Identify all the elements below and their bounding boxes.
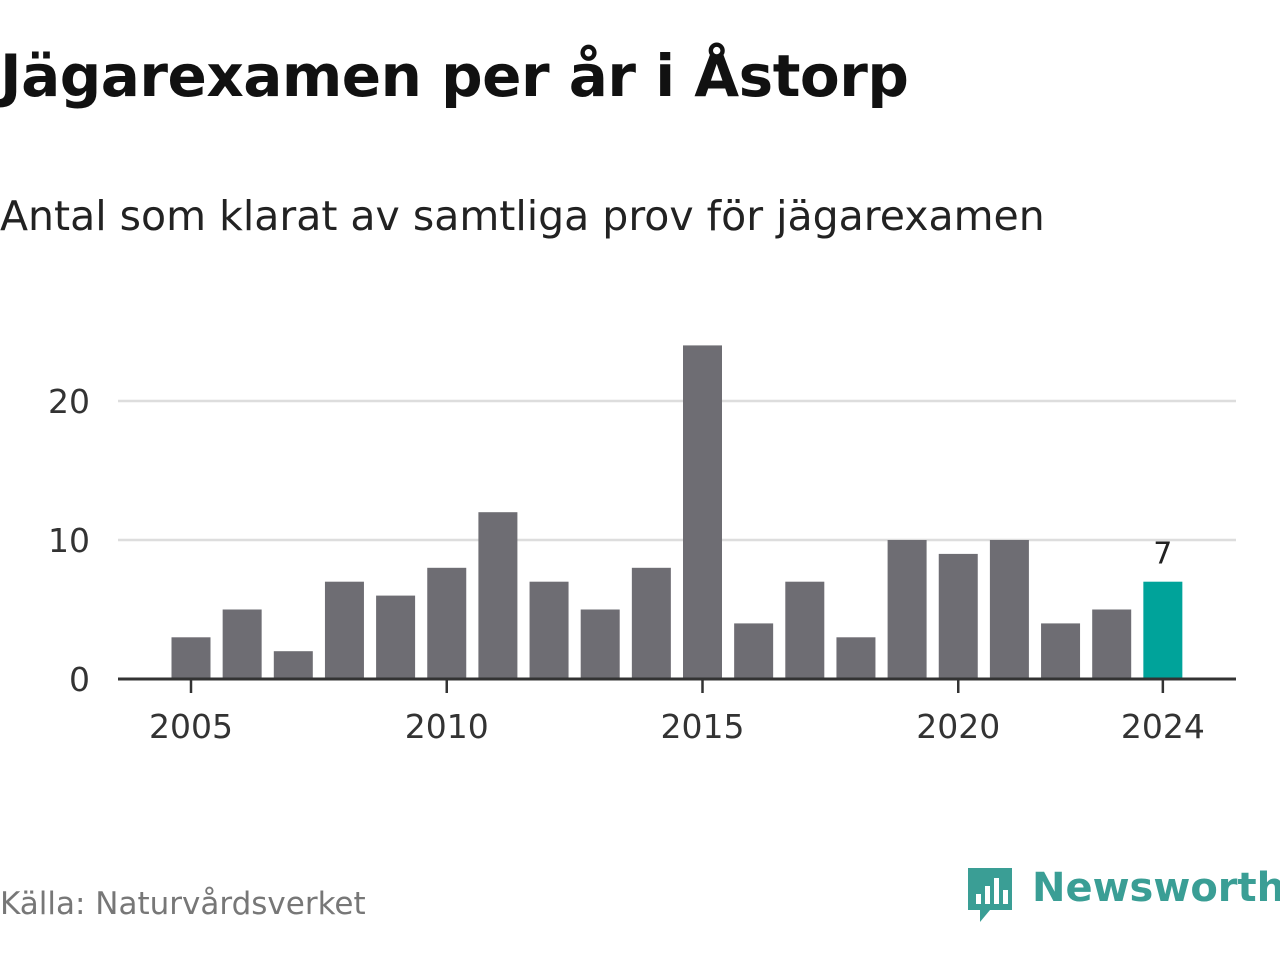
y-tick-label: 10 — [48, 521, 90, 560]
newsworthy-logo-icon — [968, 868, 1012, 922]
bar-2021 — [989, 540, 1029, 679]
data-label-2024: 7 — [1153, 537, 1172, 572]
x-tick-label: 2015 — [661, 707, 745, 746]
bar-2018 — [836, 637, 876, 679]
brand-name: Newsworthy — [1032, 865, 1280, 911]
x-tick-label: 2010 — [405, 707, 489, 746]
bar-chart: 0 10 20 2005 2010 2015 2020 2024 7 — [48, 345, 1236, 746]
bars — [171, 345, 1183, 679]
y-tick-labels: 0 10 20 — [48, 382, 90, 699]
bar-2016 — [734, 623, 774, 679]
bar-2011 — [478, 512, 518, 679]
y-tick-label: 0 — [69, 660, 90, 699]
source-note: Källa: Naturvårdsverket — [0, 886, 366, 922]
bar-2023 — [1092, 609, 1132, 679]
x-tick-label: 2020 — [916, 707, 1000, 746]
bar-2022 — [1041, 623, 1081, 679]
bar-2009 — [376, 595, 416, 679]
bar-2019 — [887, 540, 927, 679]
data-labels: 7 — [1153, 537, 1172, 572]
bar-2012 — [529, 581, 569, 679]
bar-2020 — [938, 553, 978, 679]
bar-2017 — [785, 581, 825, 679]
bar-2005 — [171, 637, 211, 679]
bar-2008 — [324, 581, 364, 679]
bar-2014 — [631, 567, 671, 679]
bar-2010 — [427, 567, 467, 679]
bar-2024 — [1143, 581, 1183, 679]
brand[interactable]: Newsworthy — [964, 864, 1280, 928]
x-tick-labels: 2005 2010 2015 2020 2024 — [149, 679, 1205, 746]
bar-2006 — [222, 609, 262, 679]
x-tick-label: 2005 — [149, 707, 233, 746]
bar-2015 — [683, 345, 722, 679]
bar-2013 — [580, 609, 620, 679]
bar-2007 — [273, 651, 313, 679]
gridlines — [118, 399, 1236, 542]
chart-title: Jägarexamen per år i Åstorp — [0, 42, 909, 110]
y-tick-label: 20 — [48, 382, 90, 421]
chart-subtitle: Antal som klarat av samtliga prov för jä… — [0, 192, 1045, 240]
x-tick-label: 2024 — [1121, 707, 1205, 746]
